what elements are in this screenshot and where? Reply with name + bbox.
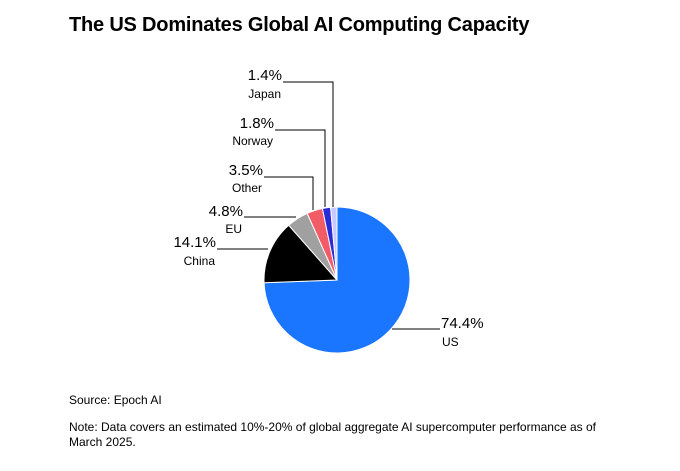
slice-label-other: Other [232,181,262,195]
slice-value-china: 14.1% [173,234,216,251]
slice-value-other: 3.5% [229,162,263,179]
slice-label-china: China [184,254,216,268]
source-note: Source: Epoch AI [69,393,162,407]
leader-line-other [264,176,314,210]
slice-label-us: US [442,335,459,349]
chart-title: The US Dominates Global AI Computing Cap… [69,14,530,36]
leader-lines [217,81,440,330]
slice-label-japan: Japan [248,87,281,101]
leader-line-japan [283,81,334,207]
leader-line-norway [275,129,326,207]
pie-slices [263,206,411,354]
slice-label-eu: EU [225,222,242,236]
slice-value-japan: 1.4% [248,67,282,84]
pie-slice-china [263,224,339,284]
slice-label-norway: Norway [232,134,273,148]
slice-value-eu: 4.8% [209,203,243,220]
footnote: Note: Data covers an estimated 10%-20% o… [69,420,596,449]
pie-slice-japan [330,206,338,281]
slice-value-norway: 1.8% [240,115,274,132]
slice-value-us: 74.4% [441,315,484,332]
pie-chart: 74.4% US 14.1% China 4.8% EU 3.5% Other 1.8% Norw… [173,67,484,354]
slice-labels: 74.4% US 14.1% China 4.8% EU 3.5% Other 1.8% Norw… [173,67,483,349]
